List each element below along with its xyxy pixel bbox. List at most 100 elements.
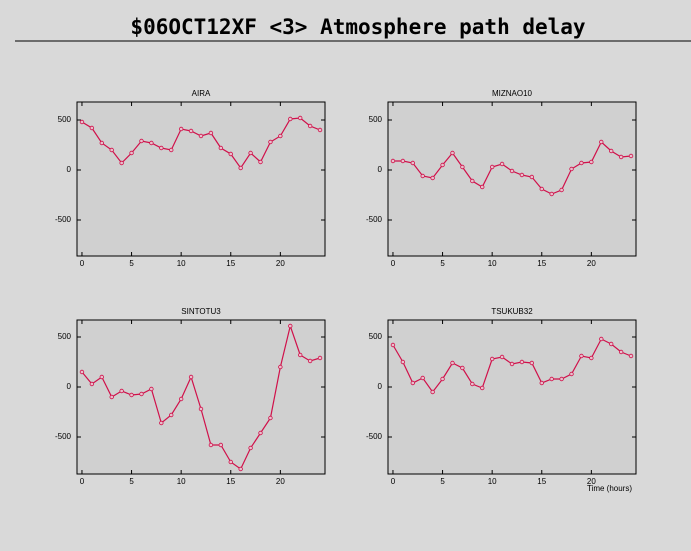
data-point [99, 374, 104, 380]
data-point [268, 139, 273, 145]
data-point [509, 361, 515, 367]
data-point [99, 140, 104, 146]
y-tick-label: 500 [58, 332, 72, 341]
data-point [238, 466, 243, 472]
data-point [109, 147, 114, 153]
data-point [569, 166, 574, 172]
x-tick-label: 15 [537, 259, 546, 268]
data-point [609, 341, 614, 347]
data-point [307, 123, 313, 129]
data-point [228, 459, 233, 465]
x-tick-label: 15 [226, 259, 235, 268]
data-point [198, 406, 204, 412]
x-tick-label: 0 [391, 477, 396, 486]
page-title: $06OCT12XF <3> Atmosphere path delay [130, 15, 586, 39]
data-point [410, 160, 415, 166]
data-point [549, 191, 554, 197]
data-point [169, 147, 174, 153]
data-point [539, 380, 544, 386]
data-point [178, 396, 184, 402]
data-point [499, 354, 505, 360]
data-point [400, 359, 406, 365]
data-point [430, 175, 435, 181]
data-point [549, 376, 554, 382]
data-point [89, 381, 95, 387]
data-point [139, 391, 144, 397]
x-axis-label: Time (hours) [587, 484, 632, 493]
y-tick-label: -500 [366, 215, 383, 224]
data-point [198, 133, 204, 139]
data-point [248, 150, 253, 156]
data-point [89, 125, 95, 131]
data-point [188, 374, 194, 380]
data-point [218, 442, 224, 448]
data-point [499, 161, 505, 167]
data-point [278, 364, 283, 370]
data-point [579, 160, 584, 166]
x-tick-label: 10 [177, 259, 186, 268]
panel-title: AIRA [192, 89, 211, 98]
data-point [509, 168, 515, 174]
x-tick-label: 10 [488, 477, 497, 486]
data-point [599, 336, 604, 342]
data-point [109, 394, 114, 400]
x-tick-label: 5 [440, 477, 445, 486]
data-point [589, 355, 594, 361]
data-point [79, 119, 85, 125]
data-point [169, 412, 174, 418]
x-tick-label: 0 [391, 259, 396, 268]
data-point [79, 369, 85, 375]
data-point [420, 375, 425, 381]
data-point [268, 415, 273, 421]
data-point [317, 127, 323, 133]
x-tick-label: 20 [276, 259, 285, 268]
data-point [188, 128, 194, 134]
data-point [529, 174, 535, 180]
data-point [529, 360, 535, 366]
x-tick-label: 5 [129, 259, 134, 268]
data-point [208, 130, 214, 136]
data-point [238, 165, 243, 171]
y-tick-label: 500 [369, 332, 383, 341]
x-tick-label: 10 [488, 259, 497, 268]
data-point [178, 126, 184, 132]
data-point [400, 158, 406, 164]
data-point [618, 154, 624, 160]
data-point [470, 178, 475, 184]
data-point [258, 430, 263, 436]
data-point [519, 359, 525, 365]
data-point [159, 145, 164, 151]
panel-title: TSUKUB32 [491, 307, 533, 316]
plot-area [387, 319, 637, 475]
data-point [519, 172, 525, 178]
data-point [288, 323, 293, 329]
data-point [450, 360, 455, 366]
x-tick-label: 5 [129, 477, 134, 486]
data-point [460, 164, 465, 170]
data-point [149, 140, 154, 146]
data-point [589, 159, 594, 165]
data-point [569, 371, 574, 377]
data-point [258, 159, 263, 165]
y-tick-label: -500 [55, 215, 72, 224]
x-tick-label: 20 [276, 477, 285, 486]
data-point [248, 445, 253, 451]
data-point [470, 381, 475, 387]
x-tick-label: 0 [80, 259, 85, 268]
data-point [440, 162, 445, 168]
data-point [390, 342, 396, 348]
plot-area [76, 319, 326, 475]
x-tick-label: 5 [440, 259, 445, 268]
data-point [410, 380, 415, 386]
data-point [288, 116, 293, 122]
y-tick-label: 500 [369, 115, 383, 124]
x-tick-label: 15 [537, 477, 546, 486]
data-point [579, 353, 584, 359]
x-tick-label: 20 [587, 259, 596, 268]
data-point [298, 352, 303, 358]
data-point [129, 150, 134, 156]
data-point [559, 376, 564, 382]
panel-title: SINTOTU3 [181, 307, 221, 316]
x-tick-label: 15 [226, 477, 235, 486]
